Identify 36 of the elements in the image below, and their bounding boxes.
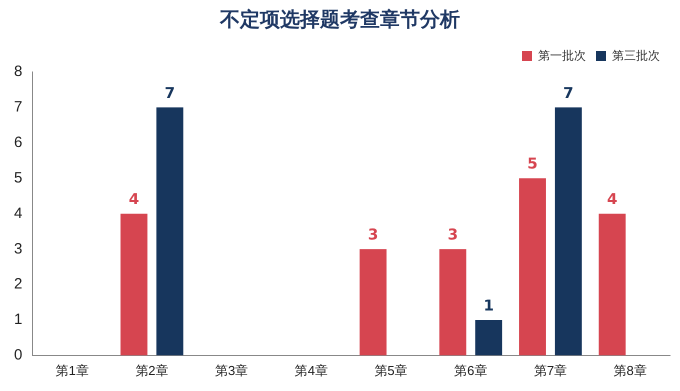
bar (554, 107, 582, 356)
y-tick-label: 1 (14, 311, 22, 328)
x-tick-label: 第4章 (294, 362, 328, 378)
data-label: 1 (483, 296, 494, 314)
x-tick-label: 第3章 (214, 362, 248, 378)
bar (598, 214, 626, 356)
bar (519, 178, 546, 356)
legend-label: 第三批次 (612, 48, 660, 62)
bar (439, 249, 466, 356)
y-tick-label: 4 (14, 204, 22, 222)
x-tick-label: 第2章 (135, 362, 169, 378)
x-tick-label: 第8章 (614, 362, 647, 378)
y-tick-label: 2 (14, 276, 22, 293)
x-tick-label: 第1章 (56, 362, 89, 378)
x-tick-label: 第5章 (374, 362, 408, 378)
data-label: 7 (563, 84, 574, 102)
data-label: 4 (128, 190, 140, 208)
y-tick-label: 8 (14, 63, 22, 80)
data-label: 5 (527, 154, 538, 173)
data-label: 3 (368, 226, 378, 244)
y-tick-label: 0 (14, 346, 22, 364)
y-tick-label: 5 (14, 169, 22, 186)
bar (120, 214, 148, 356)
y-tick-label: 6 (14, 134, 22, 151)
legend-label: 第一批次 (538, 48, 586, 62)
x-tick-label: 第7章 (534, 362, 568, 378)
data-label: 3 (448, 226, 458, 244)
bar (360, 249, 387, 356)
chart-title: 不定项选择题考查章节分析 (218, 6, 461, 33)
data-label: 4 (606, 190, 618, 208)
y-tick-label: 3 (14, 240, 22, 258)
y-tick-label: 7 (14, 98, 22, 116)
data-label: 7 (164, 84, 176, 102)
x-tick-label: 第6章 (454, 362, 488, 378)
bar (156, 107, 184, 356)
bar (475, 320, 502, 356)
